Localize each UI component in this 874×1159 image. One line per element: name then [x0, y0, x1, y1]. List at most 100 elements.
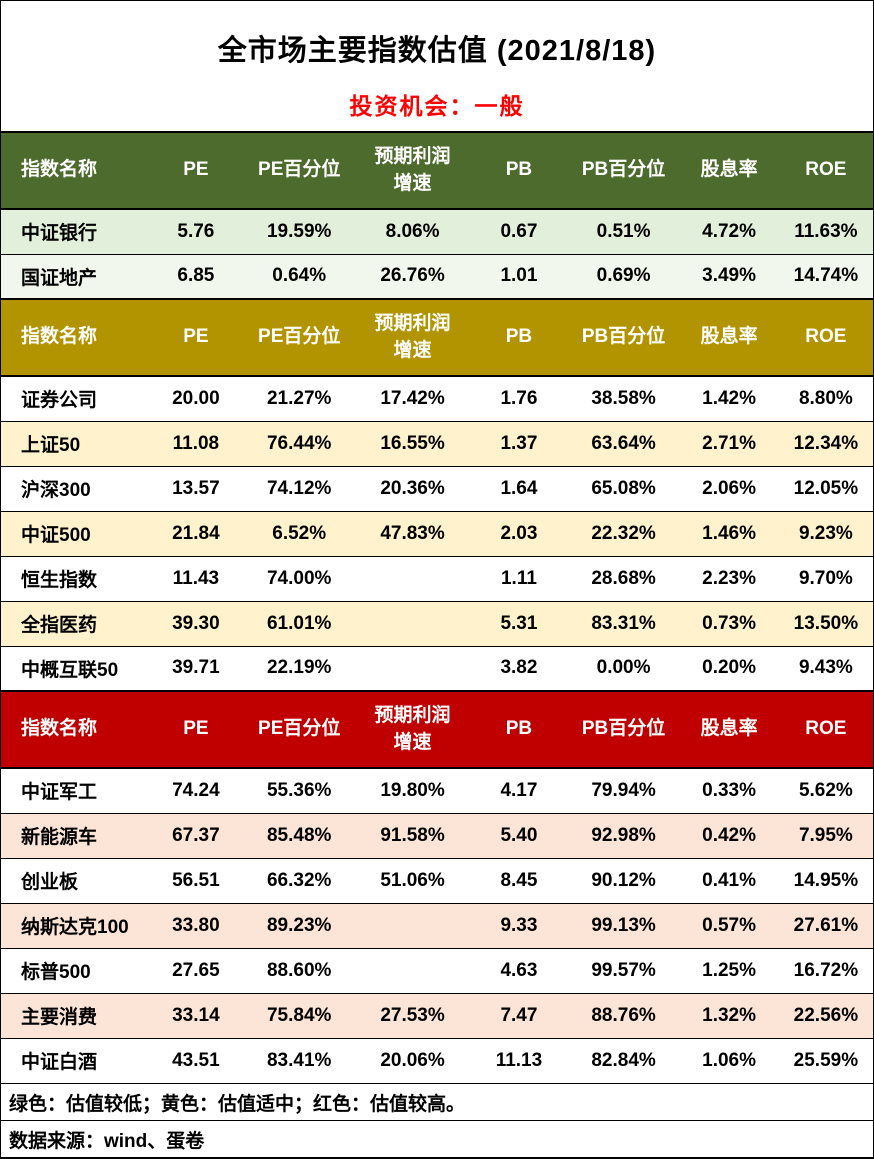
value-cell: [355, 601, 471, 647]
column-header: ROE: [778, 690, 873, 769]
value-cell: 13.57: [148, 466, 244, 512]
value-cell: 0.20%: [679, 646, 779, 692]
color-legend: 绿色：估值较低；黄色：估值适中；红色：估值较高。: [1, 1084, 873, 1121]
value-cell: 0.73%: [679, 601, 779, 647]
value-cell: 0.69%: [567, 254, 680, 300]
value-cell: 28.68%: [567, 556, 680, 602]
value-cell: 63.64%: [567, 421, 680, 467]
value-cell: 83.31%: [567, 601, 680, 647]
value-cell: 2.03: [470, 511, 568, 557]
investment-opportunity-subtitle: 投资机会：一般: [349, 93, 525, 119]
value-cell: 74.24: [148, 768, 244, 814]
value-cell: 27.61%: [778, 903, 873, 949]
value-cell: 1.64: [470, 466, 568, 512]
value-cell: 21.84: [148, 511, 244, 557]
data-source: 数据来源：wind、蛋卷: [1, 1121, 873, 1158]
value-cell: [355, 903, 471, 949]
column-header: 指数名称: [1, 690, 149, 769]
title-block: 全市场主要指数估值 (2021/8/18) 投资机会：一般: [1, 1, 873, 131]
value-cell: 0.41%: [679, 858, 779, 904]
column-header: PE: [148, 298, 244, 377]
value-cell: 83.41%: [243, 1038, 356, 1084]
index-name-cell: 国证地产: [1, 254, 149, 300]
value-cell: 39.71: [148, 646, 244, 692]
index-name-cell: 证券公司: [1, 376, 149, 422]
value-cell: 11.13: [470, 1038, 568, 1084]
value-cell: 19.80%: [355, 768, 471, 814]
value-cell: 74.00%: [243, 556, 356, 602]
column-header: 股息率: [679, 690, 779, 769]
valuation-table-body: 指数名称 PE PE百分位 预期利润 增速 PB PB百分位 股息率 ROE 中证银行 5.76 1…: [1, 131, 873, 1084]
table-row: 纳斯达克100 33.80 89.23% 9.33 99.13% 0.57% 27.61%: [1, 903, 873, 949]
column-header: 指数名称: [1, 131, 149, 210]
value-cell: 67.37: [148, 813, 244, 859]
column-header: PE百分位: [243, 131, 356, 210]
value-cell: 4.17: [470, 768, 568, 814]
table-row: 恒生指数 11.43 74.00% 1.11 28.68% 2.23% 9.70%: [1, 556, 873, 602]
value-cell: 66.32%: [243, 858, 356, 904]
bottom-bar: [1, 1157, 873, 1158]
value-cell: 5.31: [470, 601, 568, 647]
value-cell: 89.23%: [243, 903, 356, 949]
value-cell: 65.08%: [567, 466, 680, 512]
value-cell: 9.43%: [778, 646, 873, 692]
value-cell: [355, 646, 471, 692]
value-cell: 1.25%: [679, 948, 779, 994]
value-cell: 1.06%: [679, 1038, 779, 1084]
value-cell: 8.80%: [778, 376, 873, 422]
index-name-cell: 中证白酒: [1, 1038, 149, 1084]
value-cell: [355, 948, 471, 994]
value-cell: 12.34%: [778, 421, 873, 467]
value-cell: 16.72%: [778, 948, 873, 994]
table-row: 主要消费 33.14 75.84% 27.53% 7.47 88.76% 1.32% 22.5…: [1, 993, 873, 1039]
section-header-yellow-medium-valuation: 指数名称 PE PE百分位 预期利润 增速 PB PB百分位 股息率 ROE: [1, 298, 873, 377]
column-header: PE百分位: [243, 298, 356, 377]
value-cell: 85.48%: [243, 813, 356, 859]
index-name-cell: 创业板: [1, 858, 149, 904]
value-cell: 22.32%: [567, 511, 680, 557]
value-cell: 8.45: [470, 858, 568, 904]
column-header: 预期利润 增速: [355, 298, 471, 377]
column-header: 股息率: [679, 131, 779, 210]
column-header: PB: [470, 690, 568, 769]
value-cell: 16.55%: [355, 421, 471, 467]
section-header-green-low-valuation: 指数名称 PE PE百分位 预期利润 增速 PB PB百分位 股息率 ROE: [1, 131, 873, 210]
value-cell: 3.82: [470, 646, 568, 692]
value-cell: 61.01%: [243, 601, 356, 647]
table-row: 创业板 56.51 66.32% 51.06% 8.45 90.12% 0.41% 14.95…: [1, 858, 873, 904]
table-row: 中证白酒 43.51 83.41% 20.06% 11.13 82.84% 1.06% 25.…: [1, 1038, 873, 1084]
value-cell: 99.13%: [567, 903, 680, 949]
value-cell: 11.08: [148, 421, 244, 467]
value-cell: 1.42%: [679, 376, 779, 422]
column-header: 股息率: [679, 298, 779, 377]
value-cell: 99.57%: [567, 948, 680, 994]
value-cell: [355, 556, 471, 602]
value-cell: 20.00: [148, 376, 244, 422]
value-cell: 0.00%: [567, 646, 680, 692]
table-row: 中证500 21.84 6.52% 47.83% 2.03 22.32% 1.46% 9.23…: [1, 511, 873, 557]
value-cell: 7.95%: [778, 813, 873, 859]
index-name-cell: 标普500: [1, 948, 149, 994]
value-cell: 2.71%: [679, 421, 779, 467]
value-cell: 0.64%: [243, 254, 356, 300]
value-cell: 20.06%: [355, 1038, 471, 1084]
column-header: PB百分位: [567, 131, 680, 210]
index-name-cell: 全指医药: [1, 601, 149, 647]
value-cell: 38.58%: [567, 376, 680, 422]
column-header: 预期利润 增速: [355, 690, 471, 769]
index-name-cell: 沪深300: [1, 466, 149, 512]
value-cell: 14.74%: [778, 254, 873, 300]
value-cell: 3.49%: [679, 254, 779, 300]
value-cell: 55.36%: [243, 768, 356, 814]
value-cell: 0.33%: [679, 768, 779, 814]
value-cell: 27.65: [148, 948, 244, 994]
value-cell: 12.05%: [778, 466, 873, 512]
value-cell: 5.62%: [778, 768, 873, 814]
column-header: PE: [148, 131, 244, 210]
value-cell: 2.06%: [679, 466, 779, 512]
table-row: 上证50 11.08 76.44% 16.55% 1.37 63.64% 2.71% 12.3…: [1, 421, 873, 467]
table-row: 中证军工 74.24 55.36% 19.80% 4.17 79.94% 0.33% 5.62…: [1, 768, 873, 814]
table-row: 国证地产 6.85 0.64% 26.76% 1.01 0.69% 3.49% 14.74%: [1, 254, 873, 300]
value-cell: 22.56%: [778, 993, 873, 1039]
column-header: PB: [470, 131, 568, 210]
